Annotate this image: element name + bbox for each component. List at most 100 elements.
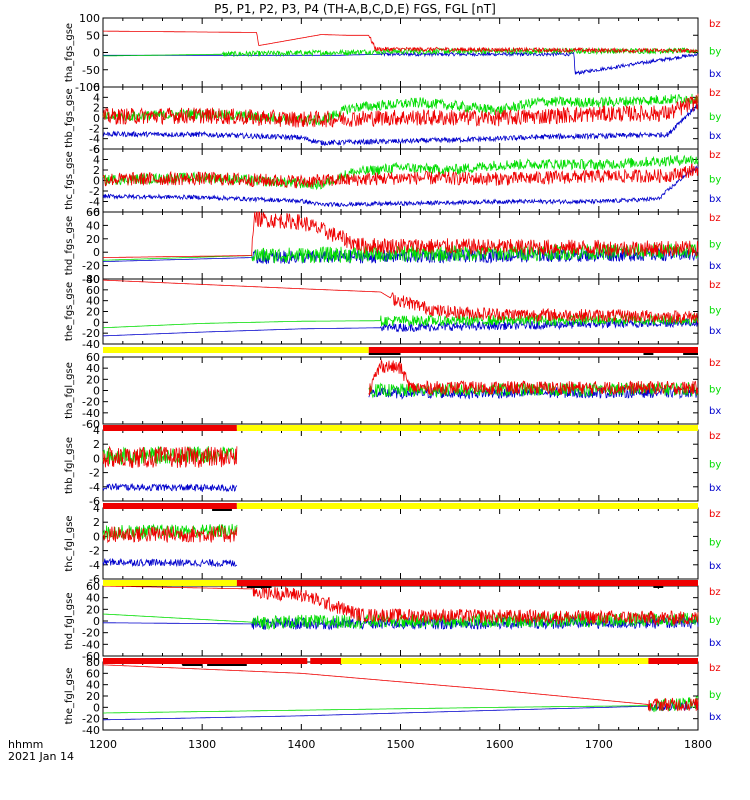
y-tick-label: 0 (93, 530, 100, 543)
y-axis-label: thb_fgl_gse (64, 437, 75, 494)
y-axis-label: thc_fgs_gse (64, 151, 75, 210)
y-tick-label: -2 (89, 185, 100, 198)
y-tick-label: -40 (82, 273, 100, 286)
legend-bx: bx (709, 326, 721, 337)
x-tick-label: 1400 (287, 738, 315, 751)
mode-bar-mark (683, 353, 698, 355)
legend-bz: bz (709, 587, 721, 598)
y-tick-label: -6 (89, 573, 100, 586)
legend-bx: bx (709, 194, 721, 205)
y-tick-label: -4 (89, 481, 100, 494)
legend-by: by (709, 460, 721, 471)
mode-bar-mark (207, 664, 247, 666)
y-tick-label: -50 (82, 64, 100, 77)
legend-by: by (709, 175, 721, 186)
y-tick-label: 0 (93, 316, 100, 329)
legend-bz: bz (709, 358, 721, 369)
legend-bz: bz (709, 663, 721, 674)
y-axis-label: the_fgs_gse (64, 282, 75, 341)
mode-bar-segment (648, 658, 698, 664)
x-tick-label: 1300 (188, 738, 216, 751)
legend-by: by (709, 385, 721, 396)
y-axis-label: thd_fgl_gse (64, 593, 75, 650)
legend-bz: bz (709, 213, 721, 224)
y-tick-label: 60 (86, 580, 100, 593)
x-axis: 1200 1300 1400 1500 1600 1700 1800 (89, 738, 712, 751)
y-axis-label: thc_fgl_gse (64, 515, 75, 571)
legend-bx: bx (709, 483, 721, 494)
mode-bar-segment (341, 658, 649, 664)
y-tick-label: 20 (86, 233, 100, 246)
series-line-bx (103, 51, 699, 76)
y-tick-label: 60 (86, 667, 100, 680)
y-tick-label: -2 (89, 122, 100, 135)
y-tick-label: 100 (79, 12, 100, 25)
mode-bar-segment (310, 658, 341, 664)
mode-bar-mark (368, 353, 401, 355)
panel-frame (102, 278, 699, 345)
mode-bar-mark (212, 509, 232, 511)
x-tick-label: 1700 (585, 738, 613, 751)
y-tick-label: 40 (86, 679, 100, 692)
y-tick-label: 0 (93, 246, 100, 259)
y-tick-label: -4 (89, 196, 100, 209)
mode-bar-segment (368, 347, 698, 353)
y-tick-label: -40 (82, 338, 100, 351)
y-axis-label: tha_fgl_gse (64, 362, 75, 419)
legend-bx: bx (709, 712, 721, 723)
mode-bar-segment (103, 503, 237, 509)
y-tick-label: -60 (82, 650, 100, 663)
y-tick-label: 4 (93, 502, 100, 515)
series-line-bx (102, 103, 699, 146)
y-tick-label: 0 (93, 452, 100, 465)
panel-frame (102, 507, 699, 580)
y-tick-label: -20 (82, 260, 100, 273)
series-line-bx (102, 483, 238, 493)
y-tick-label: 4 (93, 424, 100, 437)
mode-bar-segment (236, 580, 698, 586)
x-tick-label: 1800 (684, 738, 712, 751)
panel-frame (102, 429, 699, 502)
y-tick-label: 0 (93, 175, 100, 188)
y-tick-label: 0 (93, 701, 100, 714)
y-tick-label: 2 (93, 516, 100, 529)
y-tick-label: 0 (93, 47, 100, 60)
series-line-bz (102, 162, 699, 189)
legend-bz: bz (709, 19, 721, 30)
y-tick-label: 4 (93, 154, 100, 167)
y-tick-label: 50 (86, 29, 100, 42)
legend-bz: bz (709, 150, 721, 161)
series-line-bx (103, 700, 699, 721)
series-line-bz (368, 358, 699, 396)
legend-by: by (709, 240, 721, 251)
y-tick-label: 20 (86, 690, 100, 703)
mode-bar-segment (103, 425, 237, 431)
y-tick-label: -6 (89, 143, 100, 156)
y-tick-label: 6 (93, 143, 100, 156)
series-line-by (103, 612, 699, 631)
panel-6: 420 -2-4-6 thb_fgl_gse bz by bx (64, 424, 721, 508)
series-line-bz (102, 93, 699, 128)
x-tick-label: 1200 (89, 738, 117, 751)
mode-bar-segment (103, 347, 369, 353)
legend-by: by (709, 538, 721, 549)
series-line-bz (102, 664, 699, 712)
y-tick-label: -40 (82, 724, 100, 737)
y-tick-label: 80 (86, 273, 100, 286)
y-tick-label: -20 (82, 396, 100, 409)
series-line-bx (103, 615, 699, 631)
mode-bar-mark (182, 664, 203, 666)
mode-bars-group (103, 347, 698, 666)
y-tick-label: 20 (86, 306, 100, 319)
y-tick-label: -60 (82, 418, 100, 431)
legend-bz: bz (709, 509, 721, 520)
panel-frame (102, 17, 699, 88)
y-tick-label: 40 (86, 295, 100, 308)
y-tick-label: 40 (86, 362, 100, 375)
